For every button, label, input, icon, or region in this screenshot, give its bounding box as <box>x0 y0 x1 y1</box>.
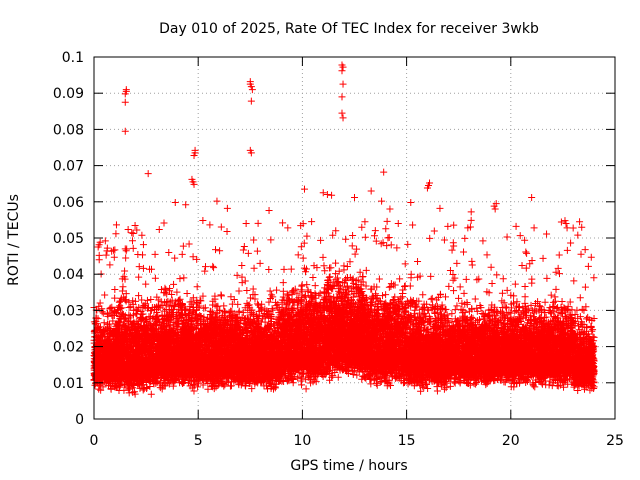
data-point <box>99 330 107 338</box>
data-point <box>97 386 105 394</box>
data-point <box>193 283 201 291</box>
data-point <box>95 360 103 368</box>
data-point <box>139 384 147 392</box>
data-point <box>100 362 108 370</box>
data-point <box>183 289 191 297</box>
data-point <box>101 353 109 361</box>
data-point <box>107 385 115 393</box>
data-point <box>106 304 114 312</box>
data-point <box>92 366 100 374</box>
data-point <box>94 335 102 343</box>
data-point <box>104 309 112 317</box>
data-point <box>105 341 113 349</box>
data-point <box>105 350 113 358</box>
data-point <box>199 381 207 389</box>
data-point <box>91 358 99 366</box>
data-point <box>94 315 102 323</box>
data-point <box>106 376 114 384</box>
data-point <box>107 342 115 350</box>
data-point <box>97 347 105 355</box>
data-point <box>96 326 104 334</box>
data-point <box>147 390 155 398</box>
data-point <box>100 319 108 327</box>
data-point <box>106 330 114 338</box>
data-point <box>98 308 106 316</box>
data-points <box>90 61 598 398</box>
data-point <box>104 323 112 331</box>
data-point <box>93 352 101 360</box>
chart-title: Day 010 of 2025, Rate Of TEC Index for r… <box>159 21 539 37</box>
data-point <box>98 375 106 383</box>
data-point <box>97 372 105 380</box>
